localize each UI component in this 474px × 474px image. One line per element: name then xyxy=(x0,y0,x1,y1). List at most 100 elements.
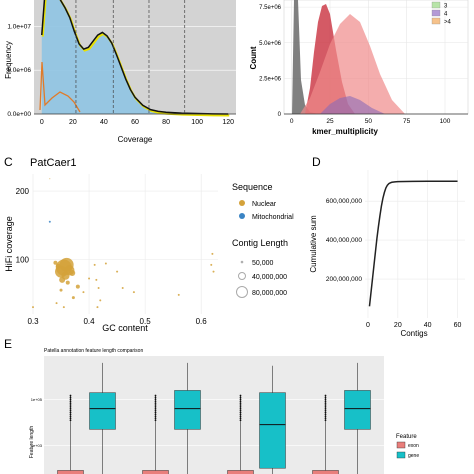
legend-exon-swatch xyxy=(396,441,406,449)
panel-d-ylabel: Cumulative sum xyxy=(309,215,318,273)
panel-b-xtick: 50 xyxy=(365,118,373,125)
panel-e: E Patella annotation feature length comp… xyxy=(4,337,419,474)
panel-e-outlier xyxy=(154,404,157,406)
panel-c-point xyxy=(48,220,51,223)
panel-c-point xyxy=(96,306,99,309)
panel-e-box xyxy=(89,392,116,430)
legend-gene-swatch xyxy=(396,451,406,459)
panel-c-point xyxy=(97,287,100,290)
panel-b-legend-swatch xyxy=(431,9,441,17)
panel-d-xtick: 20 xyxy=(394,322,402,329)
panel-a-ytick: 0.0e+00 xyxy=(7,111,31,118)
panel-e-outlier xyxy=(69,407,72,410)
panel-e-outlier xyxy=(154,415,157,418)
panel-e-outlier xyxy=(69,411,72,414)
panel-e-outlier xyxy=(154,396,157,399)
panel-b-legend-label: 4 xyxy=(444,12,448,18)
panel-d-ytick: 400,000,000 xyxy=(326,237,363,244)
legend-sequence-title: Sequence xyxy=(232,182,273,192)
panel-d-ytick: 200,000,000 xyxy=(326,276,363,283)
panel-e-outlier xyxy=(69,398,72,401)
panel-b-legend-swatch xyxy=(431,1,441,9)
panel-d-cumulative-line xyxy=(368,180,458,307)
panel-c-xtick: 0.4 xyxy=(83,317,95,326)
panel-e-outlier xyxy=(324,398,327,401)
panel-b-xtick: 100 xyxy=(440,118,451,125)
panel-d: D 200,000,000 400,000,000 600,000,000 0 20 4… xyxy=(309,155,465,338)
panel-c-xlabel: GC content xyxy=(102,323,148,333)
panel-e-outlier xyxy=(154,419,157,422)
panel-a-histogram-fill xyxy=(41,0,229,114)
panel-e-outlier xyxy=(69,396,72,399)
panel-e-outlier xyxy=(69,402,72,405)
panel-b-legend-swatch xyxy=(431,17,441,25)
panel-e-outlier xyxy=(69,417,72,420)
panel-e-outlier xyxy=(324,417,327,420)
legend-nuclear-label: Nuclear xyxy=(252,201,277,208)
panel-e-outlier xyxy=(239,415,242,418)
panel-d-xlabel: Contigs xyxy=(400,329,427,338)
legend-mitochondrial-dot xyxy=(239,213,245,219)
panel-b-ylabel: Count xyxy=(249,46,258,69)
panel-b-xtick: 0 xyxy=(290,118,294,125)
panel-c-point xyxy=(99,299,102,302)
panel-a-xtick: 80 xyxy=(162,119,170,126)
panel-a: 0.0e+00 5.0e+06 1.0e+07 0 20 40 60 80 100 120 Fr… xyxy=(4,0,236,144)
panel-e-box xyxy=(142,470,169,474)
legend-len-mid-label: 40,000,000 xyxy=(252,274,287,281)
panel-c-point xyxy=(211,252,214,255)
panel-e-outlier xyxy=(69,413,72,416)
panel-c-xtick: 0.3 xyxy=(27,317,39,326)
legend-mitochondrial-label: Mitochondrial xyxy=(252,214,294,221)
legend-gene-label: gene xyxy=(408,453,419,459)
panel-e-outlier xyxy=(324,402,327,405)
panel-e-legend: Feature exon gene xyxy=(396,434,419,459)
panel-c: C PatCaer1 100 200 0.3 0.4 0.5 0.6 HiFi cove… xyxy=(4,155,294,333)
panel-e-ylabel: Feature length xyxy=(29,426,35,458)
panel-d-letter: D xyxy=(312,155,321,169)
legend-len-small-label: 50,000 xyxy=(252,260,274,267)
legend-len-large-label: 80,000,000 xyxy=(252,290,287,297)
panel-e-title: Patella annotation feature length compar… xyxy=(44,348,143,354)
panel-c-point xyxy=(55,302,58,305)
panel-e-letter: E xyxy=(4,337,12,351)
panel-a-ylabel: Frequency xyxy=(4,41,13,79)
panel-e-outlier xyxy=(324,409,327,412)
panel-e-outlier xyxy=(239,394,242,397)
panel-c-ytick: 200 xyxy=(16,187,30,196)
panel-a-orange-peak xyxy=(39,61,81,113)
panel-a-ytick: 1.0e+07 xyxy=(7,23,31,30)
panel-a-xtick: 60 xyxy=(131,119,139,126)
panel-c-point xyxy=(88,277,91,280)
panel-e-outlier xyxy=(239,404,242,406)
panel-b-legend-label: >4 xyxy=(444,20,452,26)
panel-a-xtick: 20 xyxy=(69,119,77,126)
legend-len-mid xyxy=(238,272,246,280)
panel-e-box xyxy=(174,390,201,430)
panel-e-outlier xyxy=(324,407,327,410)
panel-a-xtick: 100 xyxy=(191,119,203,126)
panel-c-point xyxy=(121,287,124,290)
panel-e-outlier xyxy=(69,415,72,418)
panel-e-outlier xyxy=(239,413,242,416)
panel-e-outlier xyxy=(324,419,327,422)
panel-c-point xyxy=(132,291,135,294)
panel-c-point xyxy=(93,263,96,266)
panel-c-point xyxy=(59,276,66,283)
panel-c-point xyxy=(95,278,98,281)
panel-e-outlier xyxy=(239,402,242,405)
panel-b-peak-pink xyxy=(300,14,405,114)
panel-c-xtick: 0.6 xyxy=(196,317,208,326)
panel-e-outlier xyxy=(154,409,157,412)
panel-e-box xyxy=(227,470,254,474)
panel-c-legend: Sequence Nuclear Mitochondrial Contig Le… xyxy=(232,182,294,298)
panel-e-outlier xyxy=(239,407,242,410)
panel-c-point xyxy=(212,270,215,273)
panel-a-xlabel: Coverage xyxy=(118,135,153,144)
panel-e-outlier xyxy=(154,402,157,405)
panel-e-box xyxy=(312,470,339,474)
panel-b-legend-label: 3 xyxy=(444,4,448,10)
panel-e-outlier xyxy=(239,417,242,420)
panel-e-outlier xyxy=(154,406,157,408)
